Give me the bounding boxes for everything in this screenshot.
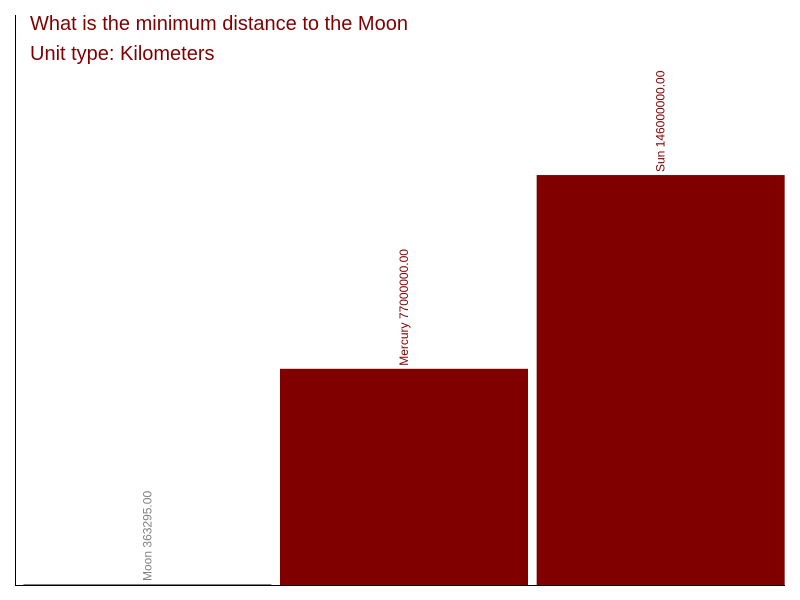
category-label: Sun <box>654 151 668 172</box>
value-label: 77000000.00 <box>397 249 411 319</box>
value-label: 363295.00 <box>140 491 154 548</box>
bar <box>536 175 785 585</box>
bar-label: Moon 363295.00 <box>140 491 154 581</box>
bar <box>280 368 528 585</box>
chart-subtitle: Unit type: Kilometers <box>30 43 215 65</box>
bar-label: Sun 146000000.00 <box>654 70 668 172</box>
bar <box>23 583 272 585</box>
bar-label: Mercury 77000000.00 <box>397 249 411 366</box>
category-label: Moon <box>140 551 154 581</box>
category-label: Mercury <box>397 322 411 365</box>
value-label: 146000000.00 <box>654 70 668 147</box>
chart-title: What is the minimum distance to the Moon <box>30 13 408 35</box>
